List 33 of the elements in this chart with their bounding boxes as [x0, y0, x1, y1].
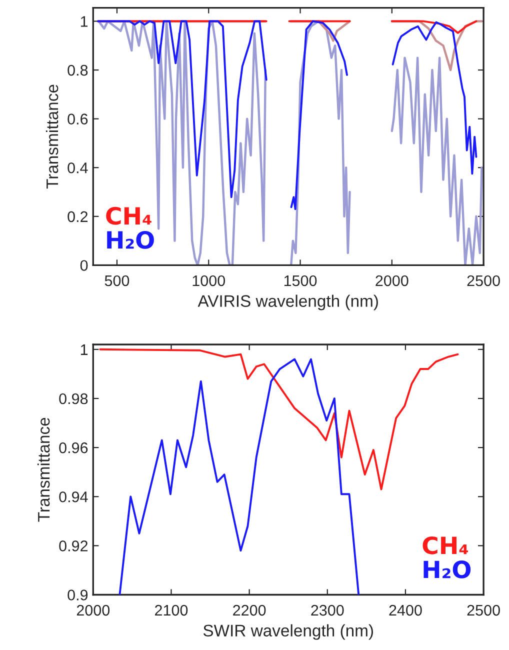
text: CH₄ — [422, 536, 468, 554]
y-tick-label: 0.9 — [68, 590, 88, 600]
text: H₂O — [424, 560, 471, 578]
x-tick-label: 2500 — [467, 275, 500, 286]
line-series — [99, 348, 459, 490]
x-tick-label: 2000 — [376, 275, 408, 286]
line-series — [118, 358, 360, 595]
y-tick-label: 0.6 — [68, 114, 88, 124]
text: H₂O — [107, 230, 154, 249]
x-tick-label: 1000 — [192, 275, 226, 286]
x-axis-title: SWIR wavelength (nm) — [203, 624, 373, 640]
x-tick-label: 2000 — [76, 604, 110, 616]
y-tick-label: 0.96 — [59, 442, 88, 454]
y-tick-label: 1 — [80, 344, 88, 355]
y-tick-label: 0.98 — [59, 393, 88, 404]
y-tick-label: 0.2 — [68, 211, 88, 222]
text: CH₄ — [106, 206, 152, 225]
y-tick-label: 0.94 — [59, 491, 88, 502]
y-tick-label: 0 — [80, 260, 88, 271]
y-axis-title: Transmittance — [37, 418, 50, 522]
y-axis-title: Transmittance — [46, 84, 58, 189]
x-tick-label: 2300 — [311, 604, 344, 616]
x-tick-label: 500 — [104, 275, 130, 286]
y-tick-label: 0.8 — [68, 64, 88, 76]
y-tick-label: 0.92 — [59, 540, 88, 552]
x-tick-label: 1500 — [284, 275, 317, 286]
y-tick-label: 1 — [80, 16, 88, 27]
x-axis-title: AVIRIS wavelength (nm) — [198, 294, 378, 310]
x-tick-label: 2400 — [389, 604, 422, 616]
x-tick-label: 2200 — [233, 604, 266, 616]
x-tick-label: 2100 — [155, 604, 188, 616]
x-tick-label: 2500 — [467, 604, 500, 616]
y-tick-label: 0.4 — [68, 162, 88, 174]
